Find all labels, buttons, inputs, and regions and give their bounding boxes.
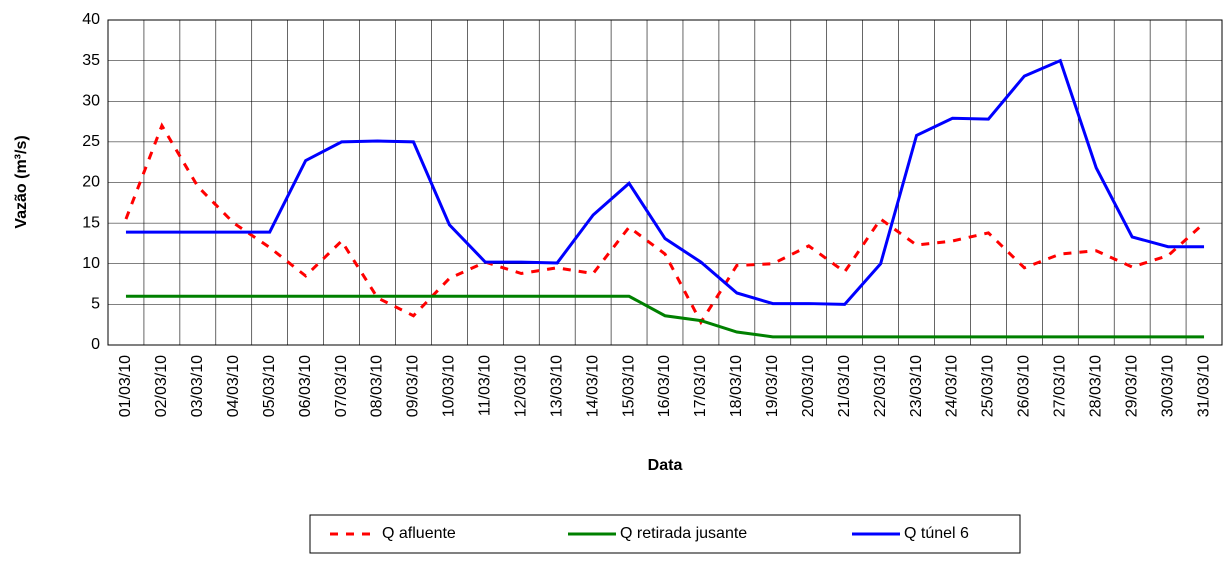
x-tick-label: 25/03/10 (980, 355, 997, 417)
x-tick-label: 16/03/10 (656, 355, 673, 417)
x-tick-label: 09/03/10 (405, 355, 422, 417)
y-tick-label: 25 (82, 133, 100, 150)
legend-label: Q afluente (382, 525, 456, 542)
y-tick-label: 30 (82, 92, 100, 109)
x-tick-label: 26/03/10 (1016, 355, 1033, 417)
legend-label: Q túnel 6 (904, 525, 969, 542)
x-tick-label: 12/03/10 (512, 355, 529, 417)
x-tick-label: 21/03/10 (836, 355, 853, 417)
series-line (124, 122, 1206, 326)
x-tick-label: 13/03/10 (548, 355, 565, 417)
x-tick-label: 20/03/10 (800, 355, 817, 417)
x-tick-label: 07/03/10 (333, 355, 350, 417)
x-tick-label: 18/03/10 (728, 355, 745, 417)
x-tick-label: 31/03/10 (1195, 355, 1212, 417)
series-line (125, 58, 1205, 306)
x-tick-label: 02/03/10 (153, 355, 170, 417)
x-tick-label: 29/03/10 (1123, 355, 1140, 417)
x-tick-label: 27/03/10 (1052, 355, 1069, 417)
x-tick-label: 30/03/10 (1159, 355, 1176, 417)
x-tick-label: 19/03/10 (764, 355, 781, 417)
y-tick-label: 5 (91, 296, 100, 313)
x-axis-title: Data (648, 457, 683, 474)
legend-label: Q retirada jusante (620, 525, 747, 542)
y-tick-label: 35 (82, 52, 100, 69)
x-tick-label: 05/03/10 (261, 355, 278, 417)
x-tick-label: 15/03/10 (620, 355, 637, 417)
series-line (125, 294, 1205, 339)
x-tick-label: 22/03/10 (872, 355, 889, 417)
plot-frame (107, 19, 1223, 346)
x-tick-label: 08/03/10 (369, 355, 386, 417)
x-tick-label: 17/03/10 (692, 355, 709, 417)
x-tick-label: 14/03/10 (584, 355, 601, 417)
x-tick-label: 04/03/10 (225, 355, 242, 417)
x-tick-label: 03/03/10 (189, 355, 206, 417)
y-tick-label: 40 (82, 11, 100, 28)
x-tick-label: 10/03/10 (441, 355, 458, 417)
y-tick-label: 20 (82, 174, 100, 191)
x-tick-label: 01/03/10 (117, 355, 134, 417)
y-tick-label: 0 (91, 336, 100, 353)
y-axis-title: Vazão (m³/s) (13, 135, 30, 228)
x-tick-label: 24/03/10 (944, 355, 961, 417)
y-tick-label: 10 (82, 255, 100, 272)
x-tick-label: 06/03/10 (297, 355, 314, 417)
x-tick-label: 23/03/10 (908, 355, 925, 417)
legend-box (309, 514, 1021, 554)
y-tick-label: 15 (82, 214, 100, 231)
x-tick-label: 11/03/10 (477, 355, 494, 416)
x-tick-label: 28/03/10 (1087, 355, 1104, 417)
